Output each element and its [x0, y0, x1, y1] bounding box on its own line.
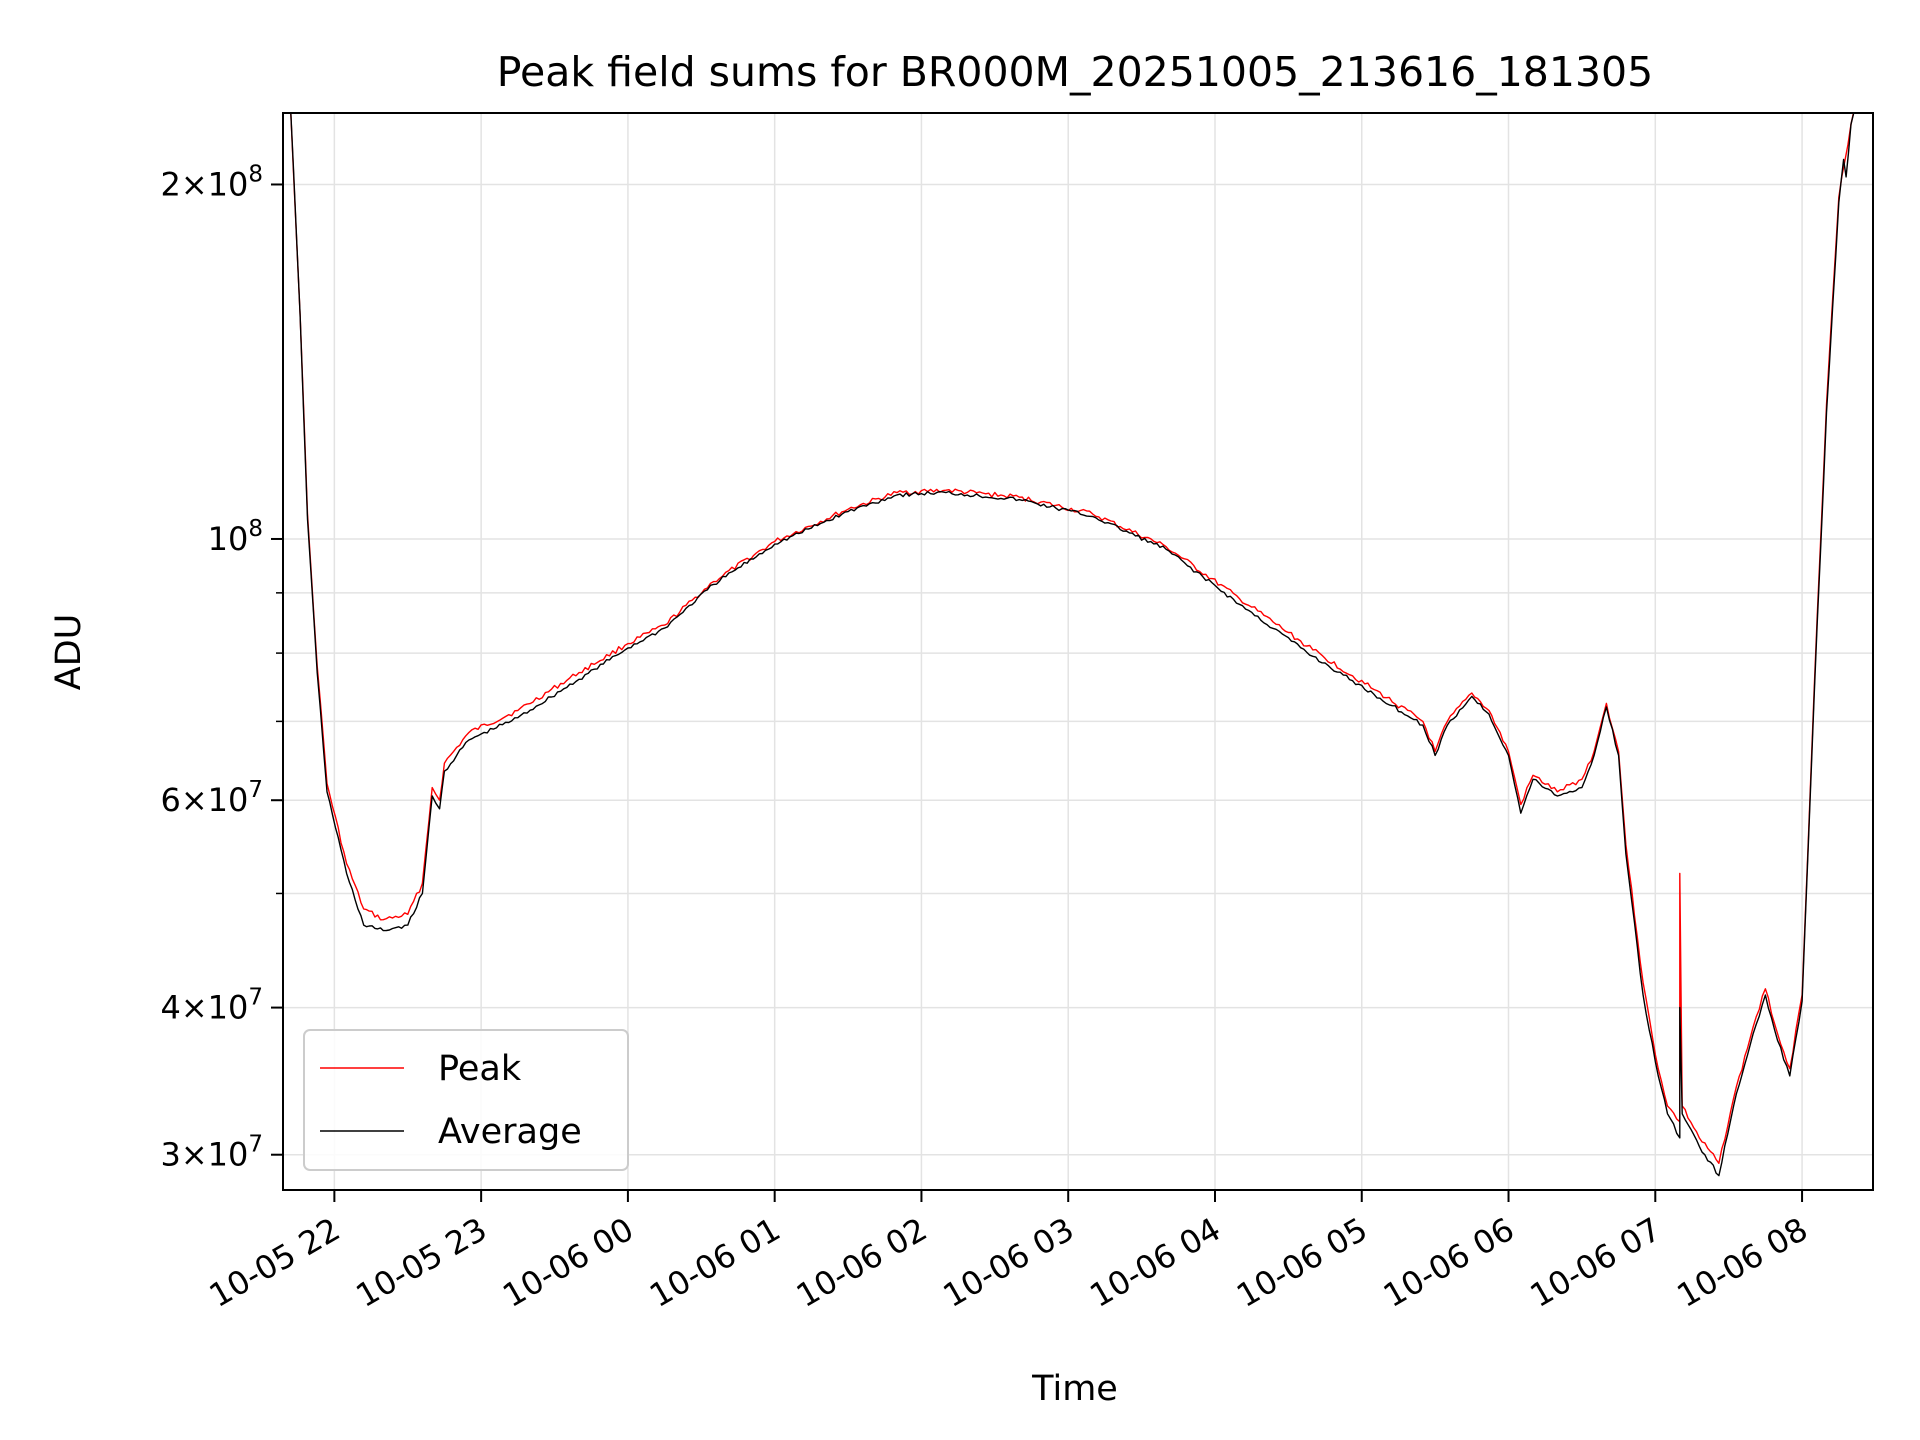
series-layer: [290, 113, 1855, 1177]
y-tick-label: 108: [208, 516, 263, 558]
legend: Peak Average: [303, 1029, 629, 1171]
legend-label-average: Average: [438, 1112, 582, 1152]
series-line-average: [290, 113, 1855, 1177]
x-axis-label: Time: [1031, 1369, 1118, 1409]
y-tick-label: 2×108: [160, 161, 263, 203]
y-axis-label: ADU: [49, 614, 89, 691]
chart-title: Peak field sums for BR000M_20251005_2136…: [497, 48, 1653, 96]
y-tick-label: 6×107: [160, 777, 263, 819]
y-tick-label: 4×107: [160, 985, 263, 1027]
legend-box: [303, 1029, 629, 1171]
legend-label-peak: Peak: [438, 1049, 522, 1089]
y-tick-label: 3×107: [160, 1132, 263, 1174]
grid: [283, 113, 1873, 1190]
plot-frame: [282, 112, 1874, 1191]
y-axis: 3×107 4×107 6×107 108 2×108: [160, 161, 283, 1174]
